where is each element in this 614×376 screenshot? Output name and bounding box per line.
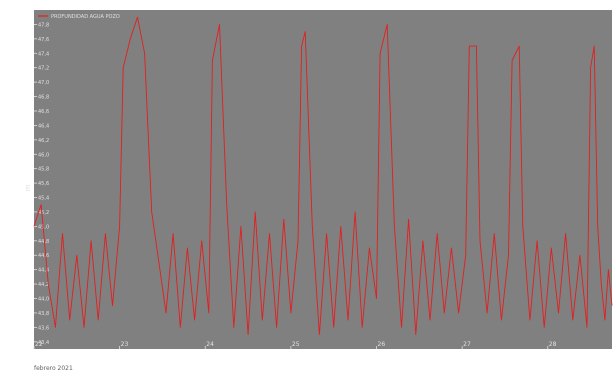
x-tick-label: 27	[463, 341, 471, 348]
y-tick-label: 45,4	[38, 196, 49, 202]
y-tick-label: 44,8	[38, 239, 49, 245]
y-tick-label: 44,4	[38, 268, 49, 274]
legend-label: PROFUNDIDAD AGUA POZO	[51, 14, 120, 20]
y-tick-label: 45,6	[38, 181, 49, 187]
y-tick-label: 43,4	[38, 340, 49, 346]
series-layer	[33, 16, 613, 336]
y-tick-label: 43,8	[38, 311, 49, 317]
x-tick-label: 26	[378, 341, 386, 348]
y-tick-label: 47,4	[38, 51, 49, 57]
y-tick-label: 47,6	[38, 37, 49, 43]
y-axis-label: m	[24, 184, 32, 191]
x-tick-label: 28	[549, 341, 557, 348]
x-axis-ticks: 22 23 24 25 26 27 28	[33, 341, 557, 349]
x-tick-label: 24	[206, 341, 214, 348]
y-tick-label: 46,8	[38, 95, 49, 101]
y-tick-label: 44,2	[38, 282, 49, 288]
series-line	[33, 16, 613, 336]
x-tick-label: 23	[121, 341, 129, 348]
y-tick-label: 43,6	[38, 325, 49, 331]
y-tick-label: 46,4	[38, 123, 49, 129]
y-tick-label: 44,6	[38, 253, 49, 259]
x-tick-label: 25	[292, 341, 300, 348]
y-tick-label: 45,8	[38, 167, 49, 173]
y-tick-label: 46,6	[38, 109, 49, 115]
y-tick-label: 47,0	[38, 80, 49, 86]
x-axis-label: febrero 2021	[34, 365, 73, 372]
y-tick-label: 47,8	[38, 22, 49, 28]
x-tick-label: 22	[35, 341, 43, 348]
plot-background	[34, 10, 612, 349]
y-tick-label: 46,0	[38, 152, 49, 158]
y-tick-label: 45,2	[38, 210, 49, 216]
y-tick-label: 47,2	[38, 66, 49, 72]
y-tick-label: 44,0	[38, 297, 49, 303]
legend: PROFUNDIDAD AGUA POZO	[38, 14, 120, 20]
y-axis-ticks: 43,443,643,844,044,244,444,644,845,045,2…	[34, 22, 49, 346]
y-tick-label: 46,2	[38, 138, 49, 144]
